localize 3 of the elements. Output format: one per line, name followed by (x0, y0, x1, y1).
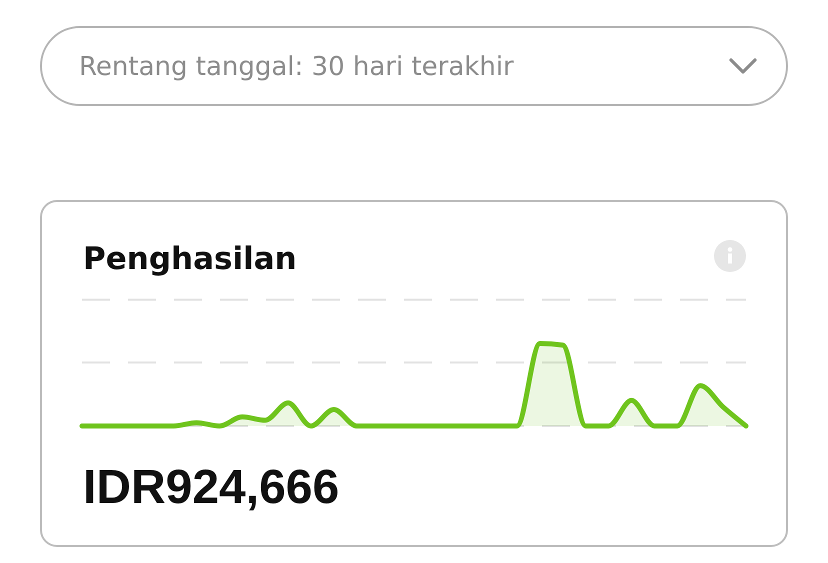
text: IDR924,666 (83, 461, 340, 514)
chart-subtitle: Rentang tanggal: 30 hari terakhir (79, 52, 514, 82)
chart-title: Penghasilan (83, 241, 297, 277)
